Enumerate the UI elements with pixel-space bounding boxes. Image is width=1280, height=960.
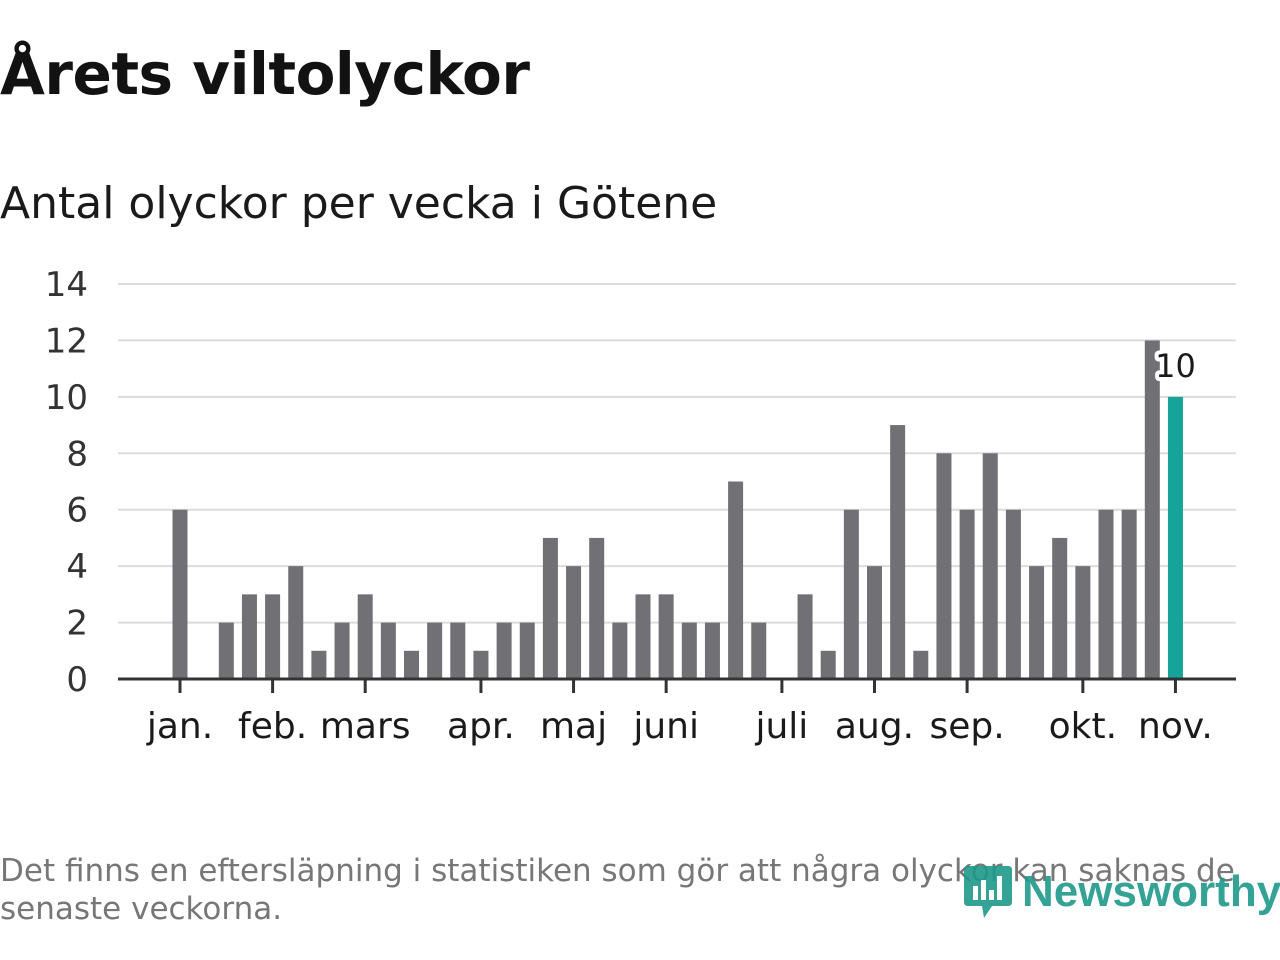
x-tick-label: aug. [835, 706, 914, 747]
bar [265, 594, 281, 679]
y-tick-label: 6 [66, 491, 88, 531]
x-tick-label: jan. [146, 706, 213, 747]
y-tick-label: 12 [45, 321, 88, 361]
chart-title: Årets viltolyckor [0, 40, 530, 108]
bar [311, 650, 327, 679]
x-tick-label: feb. [238, 706, 307, 747]
bar [519, 622, 535, 679]
brand-name: Newsworthy [1022, 867, 1280, 916]
newsworthy-logo-icon [964, 866, 1012, 918]
bar [450, 622, 466, 679]
bar [357, 594, 373, 679]
bar [218, 622, 234, 679]
bar [427, 622, 443, 679]
x-tick-label: sep. [929, 706, 1004, 747]
bar [241, 594, 257, 679]
bar [172, 509, 188, 679]
bar [704, 622, 720, 679]
bar [1029, 566, 1045, 679]
y-tick-label: 2 [66, 604, 88, 644]
bar [496, 622, 512, 679]
bar [681, 622, 697, 679]
bar [658, 594, 674, 679]
y-tick-label: 4 [66, 547, 88, 587]
x-tick-label: apr. [447, 706, 515, 747]
bar [936, 453, 952, 679]
bar [1005, 509, 1021, 679]
bar [751, 622, 767, 679]
bar [867, 566, 882, 679]
bar [334, 622, 350, 679]
x-axis: jan. feb. mars apr. maj juni juli aug. sep. okt. n… [118, 677, 1236, 747]
bar [635, 594, 651, 679]
chart-subtitle: Antal olyckor per vecka i Götene [0, 178, 718, 229]
data-label: 10 [1155, 347, 1196, 385]
x-tick-label: juni [632, 706, 699, 747]
bar [404, 650, 419, 679]
grid-lines [118, 283, 1236, 624]
bar [728, 481, 744, 679]
bar [473, 650, 489, 679]
bar [566, 566, 582, 679]
y-tick-label: 14 [45, 265, 88, 305]
bar [959, 509, 975, 679]
bar-chart: 0 2 4 6 8 10 12 14 jan. feb. mars apr. maj juni juli a… [45, 265, 1236, 747]
bar [380, 622, 396, 679]
bar [1121, 509, 1137, 679]
data-label-halo: 10 [1155, 347, 1196, 385]
bars [172, 340, 1183, 679]
bar [542, 537, 558, 679]
bar [982, 453, 998, 679]
bar [1098, 509, 1114, 679]
footnote: Det finns en eftersläpning i statistiken… [0, 853, 1235, 927]
bar [913, 650, 929, 679]
bar [1075, 566, 1091, 679]
bar [797, 594, 813, 679]
bar [612, 622, 628, 679]
y-tick-label: 0 [66, 660, 88, 700]
bar [1167, 396, 1183, 679]
x-tick-label: nov. [1138, 706, 1213, 747]
bar [288, 566, 304, 679]
bar [589, 537, 605, 679]
y-axis-ticks: 0 2 4 6 8 10 12 14 [45, 265, 88, 700]
x-tick-label: okt. [1049, 706, 1117, 747]
brand-logo[interactable]: Newsworthy [962, 862, 1280, 922]
x-tick-label: maj [540, 706, 607, 747]
x-tick-label: juli [754, 706, 808, 747]
bar [820, 650, 836, 679]
bar [890, 425, 906, 679]
bar [1144, 340, 1160, 679]
x-tick-label: mars [320, 706, 411, 747]
y-tick-label: 8 [66, 434, 88, 474]
bar [1052, 537, 1068, 679]
bar [843, 509, 859, 679]
y-tick-label: 10 [45, 378, 88, 418]
